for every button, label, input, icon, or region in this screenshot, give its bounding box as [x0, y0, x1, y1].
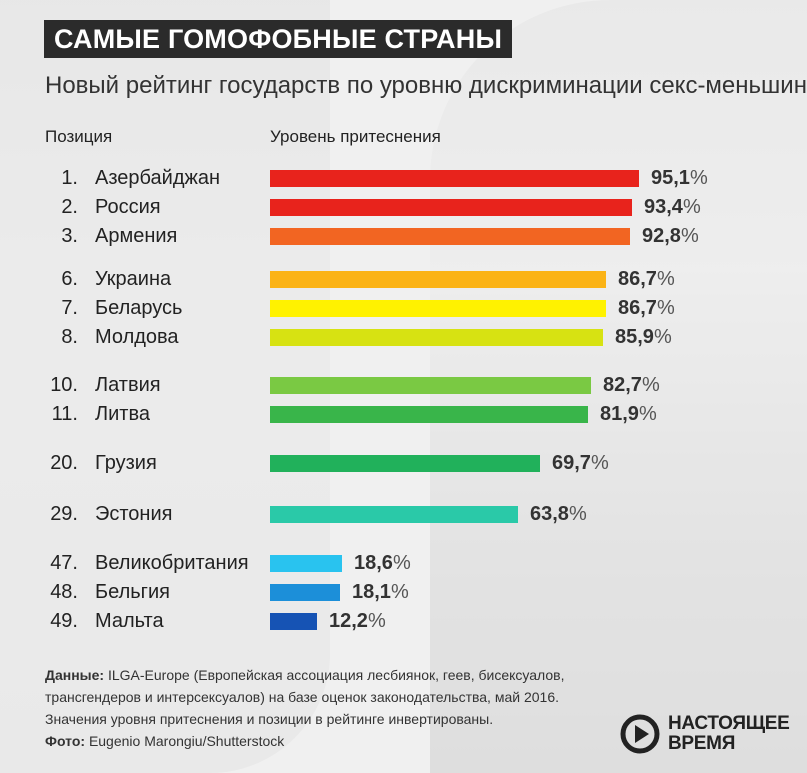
data-label-value: 63,8: [530, 503, 569, 525]
country-label: Россия: [95, 196, 161, 218]
source-data-text: ILGA-Europe (Европейская ассоциация лесб…: [45, 667, 565, 705]
country-label: Великобритания: [95, 552, 249, 574]
data-label-value: 82,7: [603, 374, 642, 396]
country-label: Армения: [95, 225, 178, 247]
data-label-percent: %: [590, 452, 609, 474]
country-label: Украина: [95, 268, 172, 290]
bar: [270, 506, 518, 523]
data-label: 86,7%: [618, 268, 675, 290]
data-label: 86,7%: [618, 297, 675, 319]
data-label-percent: %: [367, 610, 386, 632]
rank-label: 3.: [61, 225, 78, 247]
data-label-percent: %: [390, 581, 409, 603]
bar: [270, 584, 340, 601]
chart-title: САМЫЕ ГОМОФОБНЫЕ СТРАНЫ: [44, 20, 513, 58]
country-label: Литва: [95, 403, 150, 425]
source-inversion-note: Значения уровня притеснения и позиции в …: [45, 711, 494, 727]
column-header-level: Уровень притеснения: [270, 127, 441, 146]
data-label-percent: %: [682, 196, 701, 218]
bar: [270, 555, 342, 572]
rank-label: 8.: [61, 326, 78, 348]
bar: [270, 300, 606, 317]
source-data-line: Данные: ILGA-Europe (Европейская ассоциа…: [45, 664, 605, 708]
data-label: 85,9%: [615, 326, 672, 348]
column-header-position: Позиция: [45, 127, 113, 146]
rank-label: 49.: [50, 610, 78, 632]
bar: [270, 199, 632, 216]
bar: [270, 613, 317, 630]
data-label-value: 18,6: [354, 552, 393, 574]
logo-line-1: НАСТОЯЩЕЕ: [668, 713, 790, 734]
data-label-percent: %: [641, 374, 660, 396]
rank-label: 7.: [61, 297, 78, 319]
country-label: Латвия: [95, 374, 161, 396]
country-label: Бельгия: [95, 581, 170, 603]
data-label-percent: %: [653, 326, 672, 348]
data-label-value: 12,2: [329, 610, 368, 632]
rank-label: 1.: [61, 167, 78, 189]
data-label-value: 18,1: [352, 581, 391, 603]
bar: [270, 329, 603, 346]
bar: [270, 455, 540, 472]
source-note: Данные: ILGA-Europe (Европейская ассоциа…: [45, 664, 605, 752]
country-label: Грузия: [95, 452, 157, 474]
data-label-percent: %: [689, 167, 708, 189]
data-label-percent: %: [568, 503, 587, 525]
data-label: 81,9%: [600, 403, 657, 425]
bar: [270, 377, 591, 394]
source-data-label: Данные:: [45, 667, 105, 683]
source-photo-text: Eugenio Marongiu/Shutterstock: [88, 733, 285, 749]
rank-label: 29.: [50, 503, 78, 525]
data-label-value: 85,9: [615, 326, 654, 348]
rank-label: 6.: [61, 268, 78, 290]
data-label: 18,1%: [352, 581, 409, 603]
country-label: Эстония: [95, 503, 173, 525]
source-photo-line: Фото: Eugenio Marongiu/Shutterstock: [45, 730, 605, 752]
brand-logo: НАСТОЯЩЕЕ ВРЕМЯ: [620, 712, 790, 756]
data-label-value: 86,7: [618, 297, 657, 319]
data-label: 92,8%: [642, 225, 699, 247]
data-label-percent: %: [656, 297, 675, 319]
data-label: 18,6%: [354, 552, 411, 574]
bar: [270, 406, 588, 423]
bar: [270, 228, 630, 245]
country-label: Азербайджан: [95, 167, 221, 189]
country-label: Молдова: [95, 326, 179, 348]
rank-label: 10.: [50, 374, 78, 396]
bar: [270, 271, 606, 288]
data-label: 95,1%: [651, 167, 708, 189]
data-label: 12,2%: [329, 610, 386, 632]
data-label-value: 86,7: [618, 268, 657, 290]
data-label-value: 69,7: [552, 452, 591, 474]
data-label-percent: %: [392, 552, 411, 574]
rank-label: 48.: [50, 581, 78, 603]
data-label: 63,8%: [530, 503, 587, 525]
rank-label: 2.: [61, 196, 78, 218]
logo-text: НАСТОЯЩЕЕ ВРЕМЯ: [668, 714, 790, 754]
chart-subtitle: Новый рейтинг государств по уровню дискр…: [45, 72, 807, 99]
data-label: 93,4%: [644, 196, 701, 218]
play-circle-icon: [620, 714, 660, 754]
rank-label: 47.: [50, 552, 78, 574]
data-label-value: 95,1: [651, 167, 690, 189]
source-photo-label: Фото:: [45, 733, 86, 749]
data-label-percent: %: [656, 268, 675, 290]
country-label: Беларусь: [95, 297, 183, 319]
data-label-value: 92,8: [642, 225, 681, 247]
logo-line-2: ВРЕМЯ: [668, 733, 736, 754]
rank-label: 20.: [50, 452, 78, 474]
data-label: 82,7%: [603, 374, 660, 396]
data-label-value: 93,4: [644, 196, 683, 218]
country-label: Мальта: [95, 610, 164, 632]
data-label-value: 81,9: [600, 403, 639, 425]
data-label: 69,7%: [552, 452, 609, 474]
data-label-percent: %: [638, 403, 657, 425]
rank-label: 11.: [51, 403, 78, 425]
data-label-percent: %: [680, 225, 699, 247]
bar: [270, 170, 639, 187]
